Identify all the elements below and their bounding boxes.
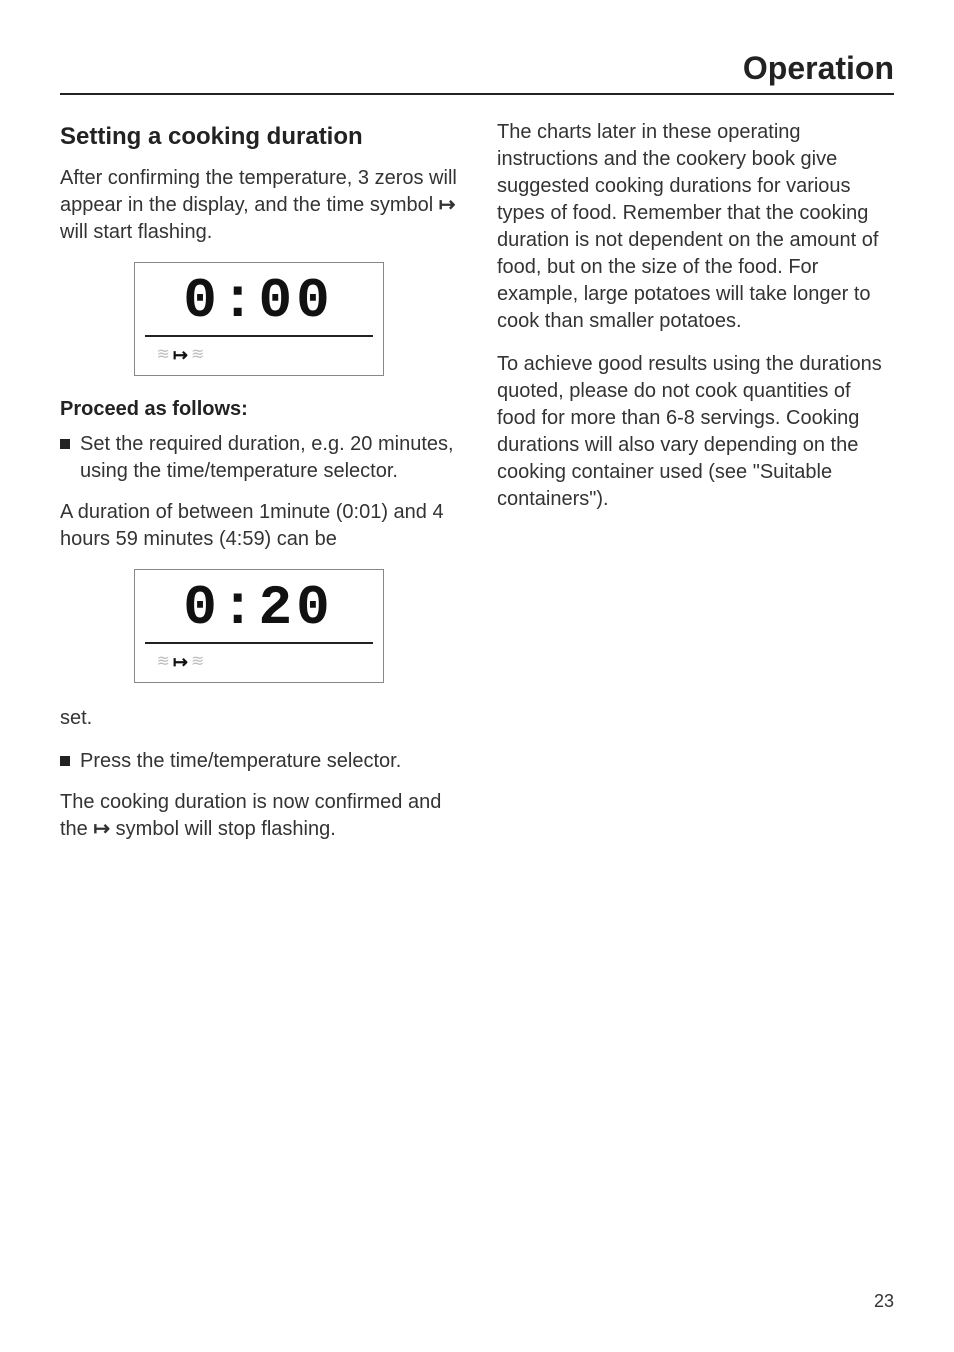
duration-arrow-icon: ↦ xyxy=(439,194,456,216)
left-column: Setting a cooking duration After confirm… xyxy=(60,119,457,859)
display-panel-1: 0:00 ≋ ↦ ≋ xyxy=(134,262,384,376)
display-panel-2: 0:20 ≋ ↦ ≋ xyxy=(134,569,384,683)
intro-pre: After confirming the temperature, 3 zero… xyxy=(60,167,457,216)
bullet-2-text: Press the time/temperature selector. xyxy=(80,748,401,775)
steam-right-icon: ≋ xyxy=(191,347,204,363)
steam-left-icon: ≋ xyxy=(157,654,170,670)
display-1-wrapper: 0:00 ≋ ↦ ≋ xyxy=(60,262,457,376)
bullet-1-text: Set the required duration, e.g. 20 minut… xyxy=(80,431,457,485)
page-container: Operation Setting a cooking duration Aft… xyxy=(0,0,954,1352)
bullet-square-icon xyxy=(60,756,70,766)
page-number: 23 xyxy=(874,1291,894,1312)
section-heading: Setting a cooking duration xyxy=(60,123,457,151)
display-1-digits: 0:00 xyxy=(145,269,373,331)
confirm-paragraph: The cooking duration is now confirmed an… xyxy=(60,789,457,843)
bullet-1: Set the required duration, e.g. 20 minut… xyxy=(60,431,457,485)
steam-left-icon: ≋ xyxy=(157,347,170,363)
columns: Setting a cooking duration After confirm… xyxy=(60,119,894,859)
display-2-digits: 0:20 xyxy=(145,576,373,638)
right-column: The charts later in these operating inst… xyxy=(497,119,894,859)
bullet-square-icon xyxy=(60,439,70,449)
right-para-2: To achieve good results using the durati… xyxy=(497,351,894,513)
intro-post: will start flashing. xyxy=(60,221,212,243)
display-1-indicators: ≋ ↦ ≋ xyxy=(145,343,373,367)
steam-right-icon: ≋ xyxy=(191,654,204,670)
page-title: Operation xyxy=(60,50,894,87)
display-2-divider xyxy=(145,642,373,644)
title-rule xyxy=(60,93,894,95)
display-1-divider xyxy=(145,335,373,337)
display-2-indicators: ≋ ↦ ≋ xyxy=(145,650,373,674)
proceed-heading: Proceed as follows: xyxy=(60,398,457,421)
display-2-wrapper: 0:20 ≋ ↦ ≋ xyxy=(60,569,457,683)
range-paragraph: A duration of between 1minute (0:01) and… xyxy=(60,499,457,553)
right-para-1: The charts later in these operating inst… xyxy=(497,119,894,335)
confirm-post: symbol will stop flashing. xyxy=(110,818,336,840)
set-word: set. xyxy=(60,705,457,732)
duration-arrow-icon: ↦ xyxy=(172,346,189,364)
duration-arrow-icon: ↦ xyxy=(172,653,189,671)
duration-arrow-icon: ↦ xyxy=(93,818,110,840)
intro-paragraph: After confirming the temperature, 3 zero… xyxy=(60,165,457,246)
bullet-2: Press the time/temperature selector. xyxy=(60,748,457,775)
